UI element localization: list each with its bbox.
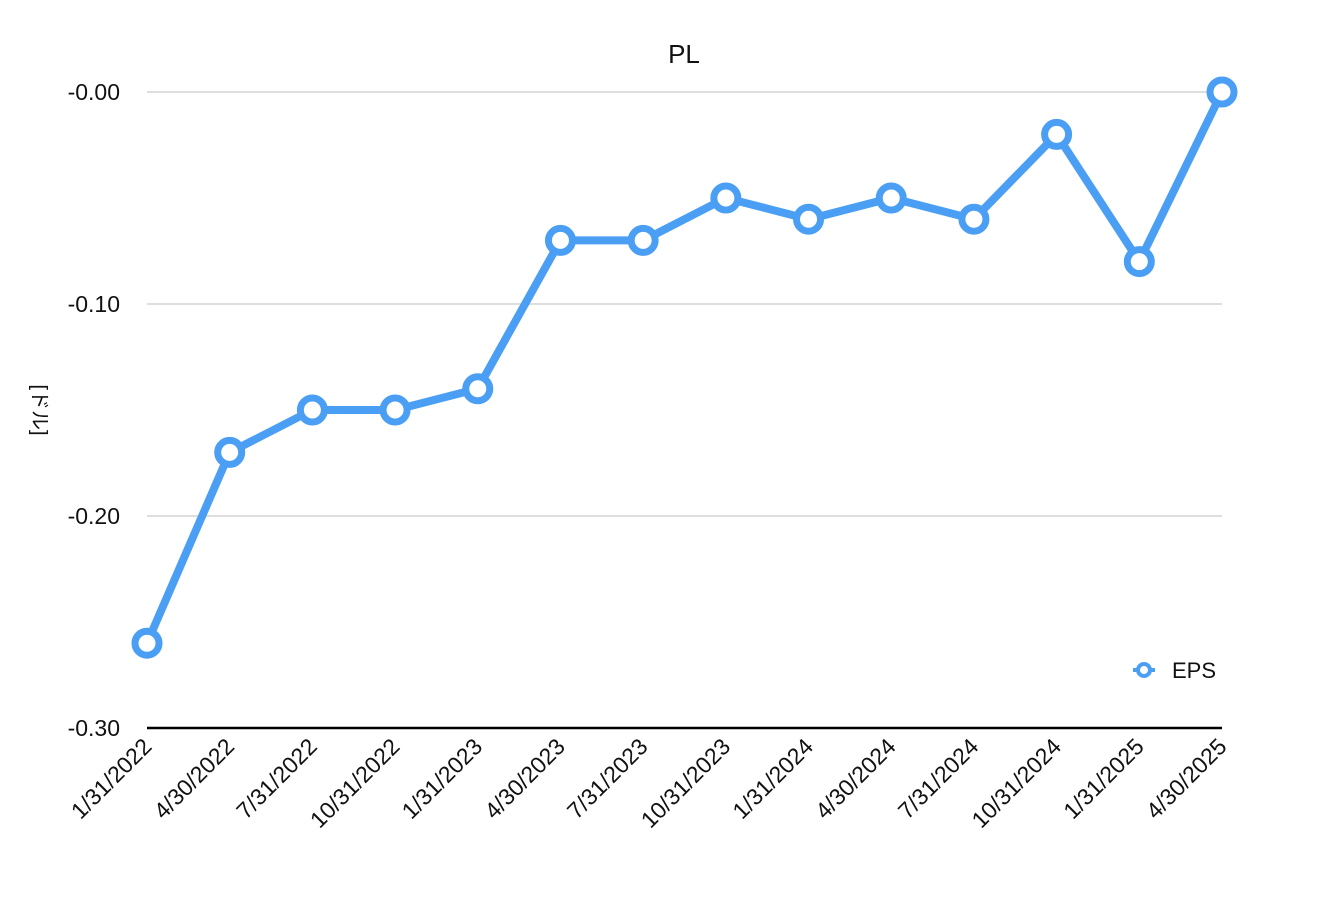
data-point: [462, 373, 494, 405]
data-point: [214, 436, 246, 468]
x-tick-label: 10/31/2022: [305, 733, 405, 833]
series-line: [143, 88, 1226, 648]
data-point: [793, 203, 825, 235]
chart-title: PL: [668, 39, 700, 69]
x-tick-label: 4/30/2022: [148, 733, 239, 824]
x-tick-labels: 1/31/20224/30/20227/31/202210/31/20221/3…: [66, 733, 1232, 833]
x-tick-label: 4/30/2025: [1141, 733, 1232, 824]
y-tick-label: -0.30: [68, 715, 120, 741]
data-point: [958, 203, 990, 235]
x-tick-label: 1/31/2025: [1058, 733, 1149, 824]
x-tick-label: 10/31/2024: [966, 733, 1066, 833]
data-point: [379, 394, 411, 426]
data-point: [627, 224, 659, 256]
data-point: [1123, 246, 1155, 278]
x-tick-label: 4/30/2023: [479, 733, 570, 824]
x-tick-label: 1/31/2024: [727, 733, 818, 824]
data-point: [710, 182, 742, 214]
y-tick-label: -0.00: [68, 79, 120, 105]
y-tick-label: -0.10: [68, 291, 120, 317]
series-eps: [131, 76, 1238, 659]
x-tick-label: 1/31/2022: [66, 733, 157, 824]
gridlines: [147, 91, 1222, 517]
data-point: [1206, 76, 1238, 108]
legend-label: EPS: [1172, 658, 1216, 683]
x-tick-label: 1/31/2023: [397, 733, 488, 824]
x-tick-label: 4/30/2024: [810, 733, 901, 824]
data-point: [875, 182, 907, 214]
y-tick-labels: -0.30 -0.20 -0.10 -0.00: [68, 79, 120, 741]
legend: EPS: [1133, 658, 1216, 683]
data-point: [1041, 118, 1073, 150]
data-point: [544, 224, 576, 256]
legend-marker: [1136, 662, 1152, 678]
x-tick-label: 10/31/2023: [636, 733, 736, 833]
data-point: [296, 394, 328, 426]
data-point: [131, 627, 163, 659]
y-axis-label: [ドル]: [28, 384, 50, 435]
y-tick-label: -0.20: [68, 503, 120, 529]
